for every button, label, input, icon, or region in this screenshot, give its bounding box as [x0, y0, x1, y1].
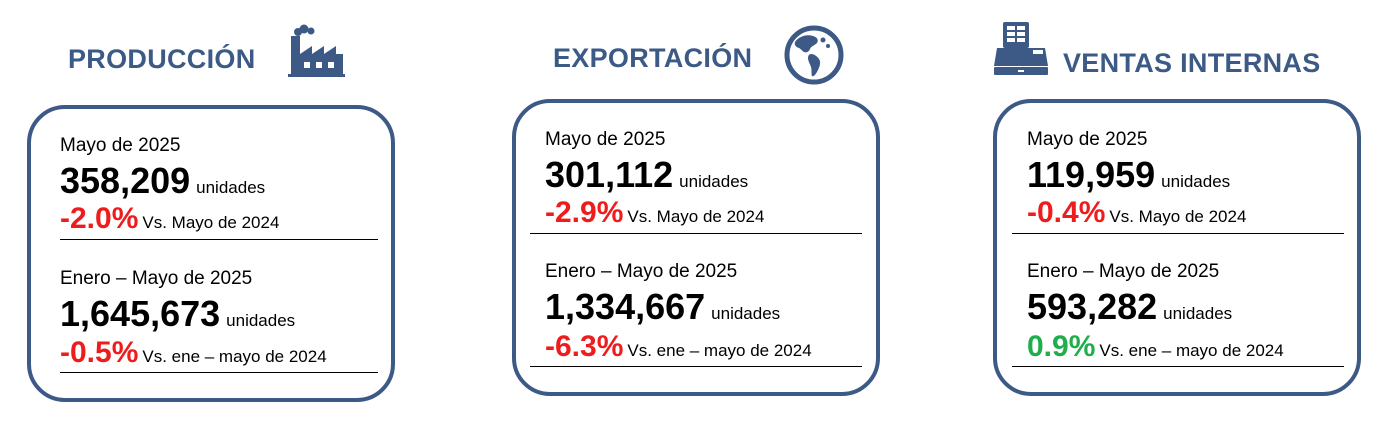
exportacion-month-change: -2.9% [545, 196, 624, 229]
produccion-title: PRODUCCIÓN [68, 44, 256, 74]
ventas-ytd-unit: unidades [1163, 304, 1233, 323]
exportacion-ytd-value: 1,334,667 [545, 286, 706, 327]
produccion-month-change: -2.0% [60, 202, 139, 235]
exportacion-title: EXPORTACIÓN [553, 43, 753, 73]
exportacion-ytd-change: -6.3% [545, 330, 624, 363]
exportacion-ytd-period: Enero – Mayo de 2025 [545, 261, 738, 282]
ventas-month-unit: unidades [1161, 172, 1231, 191]
exportacion-month-value: 301,112 [545, 154, 674, 195]
exportacion-card [512, 99, 880, 396]
produccion-card [27, 105, 395, 402]
produccion-ytd-period: Enero – Mayo de 2025 [60, 268, 253, 289]
ventas-month-period: Mayo de 2025 [1027, 129, 1148, 150]
produccion-ytd-value-line: 1,645,673 unidades [60, 293, 295, 335]
produccion-ytd-unit: unidades [226, 311, 296, 330]
exportacion-ytd-divider [530, 366, 862, 367]
produccion-month-value-line: 358,209 unidades [60, 160, 265, 202]
ventas-ytd-value: 593,282 [1027, 286, 1158, 327]
produccion-month-period: Mayo de 2025 [60, 135, 181, 156]
ventas-month-change: -0.4% [1027, 196, 1106, 229]
produccion-month-comparison-line: -2.0% Vs. Mayo de 2024 [60, 202, 279, 236]
ventas-month-value-line: 119,959 unidades [1027, 154, 1230, 196]
ventas-ytd-comparison: Vs. ene – mayo de 2024 [1099, 341, 1284, 360]
produccion-month-comparison: Vs. Mayo de 2024 [142, 213, 280, 232]
exportacion-month-comparison: Vs. Mayo de 2024 [627, 207, 765, 226]
exportacion-ytd-comparison-line: -6.3% Vs. ene – mayo de 2024 [545, 330, 812, 364]
ventas-title: VENTAS INTERNAS [1063, 48, 1321, 78]
ventas-ytd-value-line: 593,282 unidades [1027, 286, 1232, 328]
cash-register-icon [994, 22, 1048, 75]
produccion-ytd-comparison-line: -0.5% Vs. ene – mayo de 2024 [60, 336, 327, 370]
exportacion-month-comparison-line: -2.9% Vs. Mayo de 2024 [545, 196, 764, 230]
ventas-month-value: 119,959 [1027, 154, 1156, 195]
exportacion-ytd-value-line: 1,334,667 unidades [545, 286, 780, 328]
exportacion-ytd-comparison: Vs. ene – mayo de 2024 [627, 341, 812, 360]
exportacion-month-unit: unidades [679, 172, 749, 191]
ventas-ytd-change: 0.9% [1027, 330, 1096, 363]
produccion-ytd-comparison: Vs. ene – mayo de 2024 [142, 347, 327, 366]
produccion-month-value: 358,209 [60, 160, 191, 201]
ventas-ytd-divider [1012, 366, 1344, 367]
ventas-month-comparison-line: -0.4% Vs. Mayo de 2024 [1027, 196, 1246, 230]
globe-icon [784, 25, 844, 85]
ventas-month-comparison: Vs. Mayo de 2024 [1109, 207, 1247, 226]
produccion-ytd-value: 1,645,673 [60, 293, 221, 334]
exportacion-month-period: Mayo de 2025 [545, 129, 666, 150]
factory-icon [288, 24, 345, 77]
ventas-ytd-comparison-line: 0.9% Vs. ene – mayo de 2024 [1027, 330, 1284, 364]
exportacion-month-value-line: 301,112 unidades [545, 154, 748, 196]
produccion-ytd-divider [60, 372, 378, 373]
ventas-card [993, 99, 1361, 396]
exportacion-month-divider [530, 233, 862, 234]
ventas-ytd-period: Enero – Mayo de 2025 [1027, 261, 1220, 282]
ventas-month-divider [1012, 233, 1344, 234]
produccion-ytd-change: -0.5% [60, 336, 139, 369]
produccion-month-divider [60, 239, 378, 240]
exportacion-ytd-unit: unidades [711, 304, 781, 323]
produccion-month-unit: unidades [196, 178, 266, 197]
